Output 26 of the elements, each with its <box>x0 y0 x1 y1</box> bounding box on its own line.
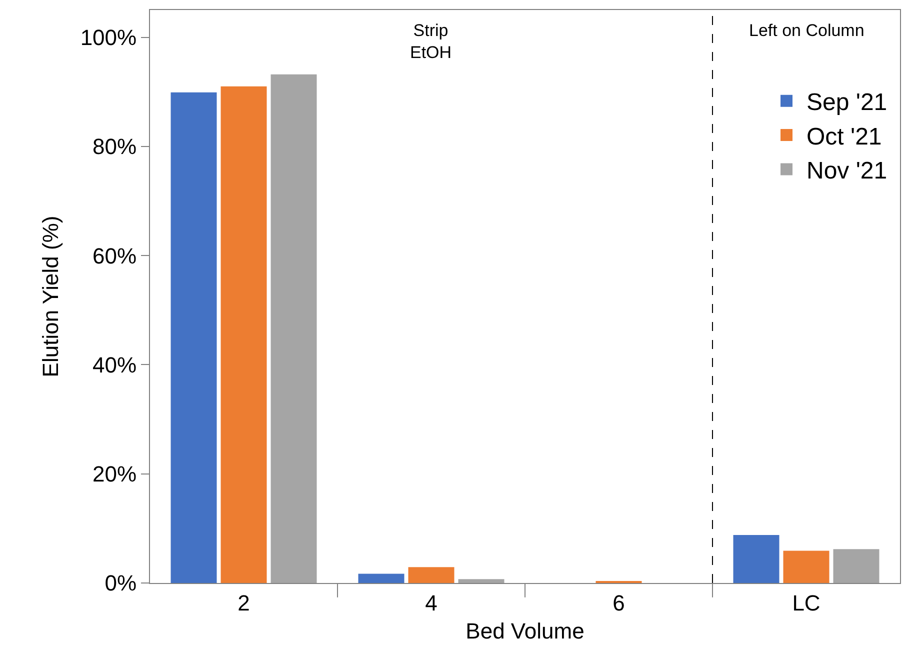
annotation: Left on Column <box>749 21 864 40</box>
x-axis-title: Bed Volume <box>466 618 584 644</box>
legend-label: Oct '21 <box>806 123 882 150</box>
legend-label: Sep '21 <box>806 89 888 116</box>
x-tick-label: LC <box>792 590 820 616</box>
bar <box>408 567 454 583</box>
bar <box>733 534 780 583</box>
annotation: Strip EtOH <box>410 21 452 62</box>
y-tick-label: 60% <box>92 243 137 268</box>
y-tick-label: 0% <box>104 570 137 596</box>
y-tick-label: 20% <box>92 462 137 487</box>
x-tick-label: 6 <box>612 590 625 616</box>
bar <box>358 574 404 583</box>
x-tick-label: 4 <box>425 590 438 616</box>
x-tick-label: 2 <box>238 590 250 616</box>
bar <box>220 86 267 583</box>
bar <box>270 74 317 583</box>
y-axis-title: Elution Yield (%) <box>38 216 64 378</box>
y-tick-label: 100% <box>80 24 137 50</box>
bar <box>783 550 830 583</box>
bar <box>833 549 880 583</box>
y-tick-label: 40% <box>92 352 137 378</box>
y-tick-label: 80% <box>92 134 137 160</box>
legend-label: Nov '21 <box>806 158 888 185</box>
bar <box>170 92 217 583</box>
bar <box>458 579 504 583</box>
